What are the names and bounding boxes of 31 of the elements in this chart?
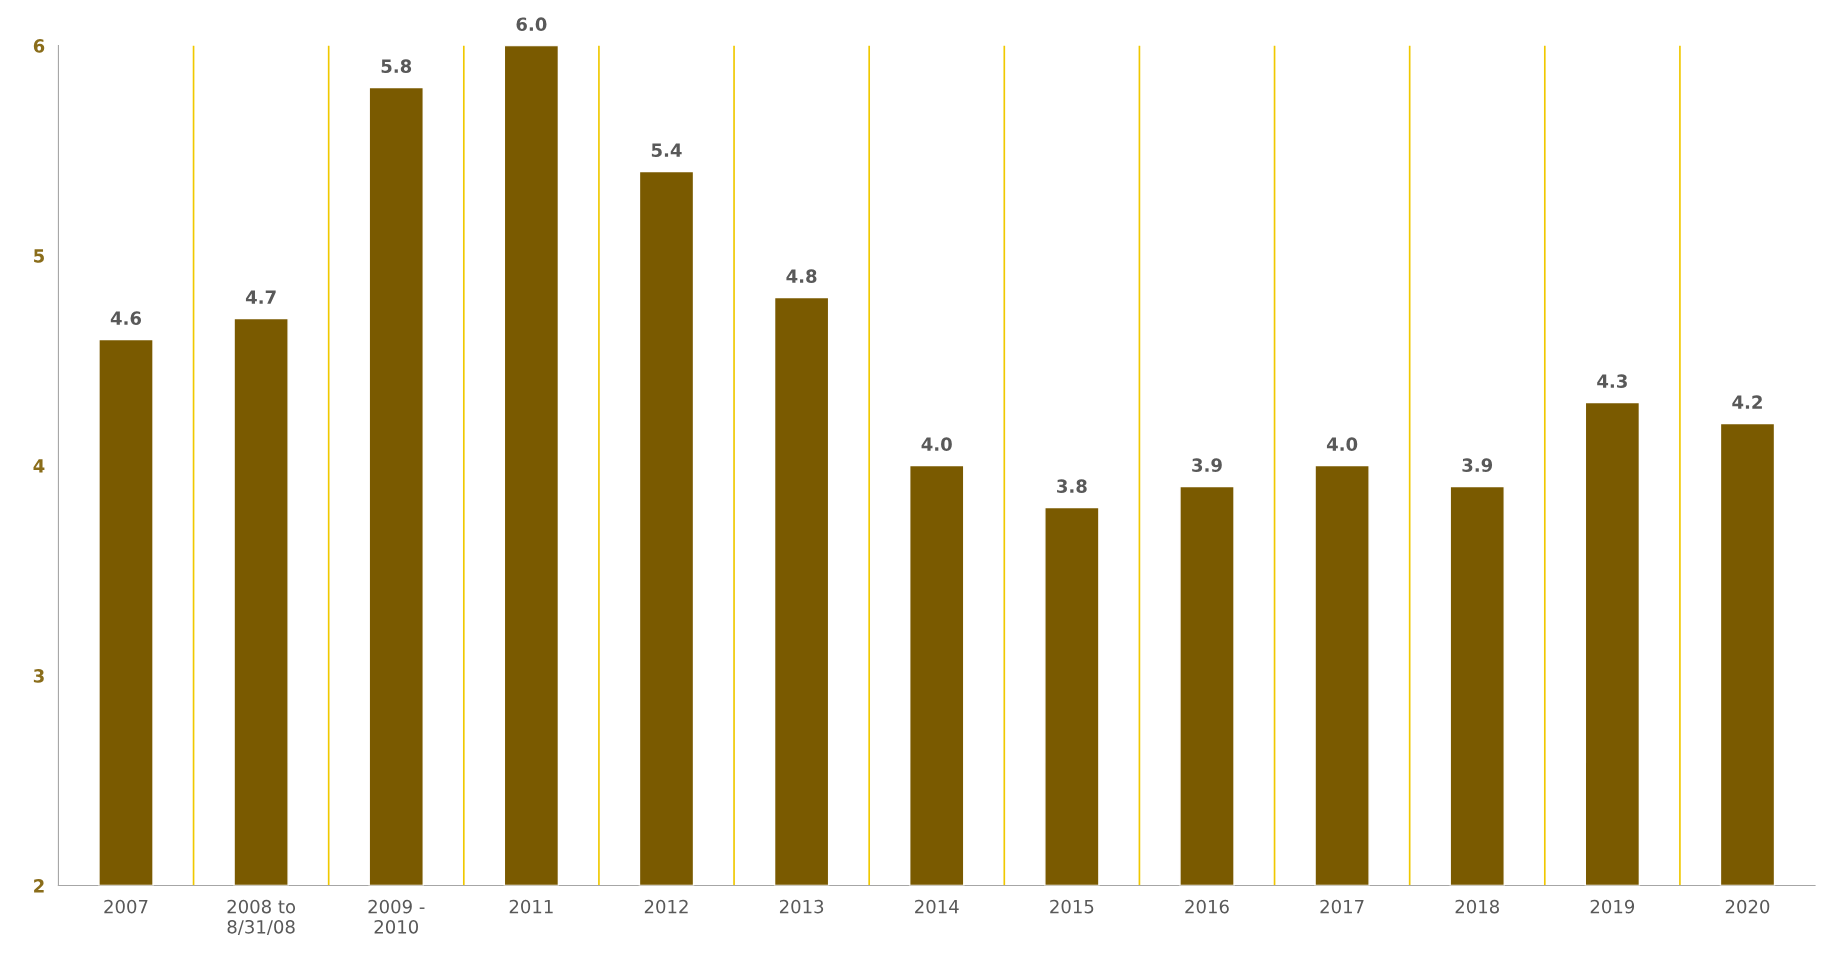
x-tick-label: 2017 xyxy=(1320,899,1364,914)
y-tick-label: 4 xyxy=(33,459,45,473)
x-tick-label: 2018 xyxy=(1455,899,1499,914)
data-label: 4.6 xyxy=(110,311,142,325)
y-tick-label: 6 xyxy=(33,39,45,53)
data-label: 6.0 xyxy=(516,17,547,32)
y-tick-label: 3 xyxy=(33,669,44,683)
x-tick-label: 2016 xyxy=(1185,899,1229,914)
data-label: 4.0 xyxy=(1326,437,1358,451)
data-label: 3.9 xyxy=(1462,458,1493,472)
x-tick-label: 2014 xyxy=(915,899,959,914)
x-tick-label: 2019 xyxy=(1590,899,1635,914)
data-label: 4.2 xyxy=(1732,395,1762,409)
x-tick-label: 2007 xyxy=(104,899,148,914)
x-tick-label: 2020 xyxy=(1725,899,1770,914)
data-label: 4.3 xyxy=(1597,374,1627,388)
data-label: 3.9 xyxy=(1192,458,1222,472)
data-label: 4.0 xyxy=(921,437,952,451)
data-label: 5.8 xyxy=(381,59,412,74)
x-tick-label: 2013 xyxy=(779,899,824,914)
data-label: 4.7 xyxy=(245,290,276,304)
x-tick-label: 2008 to 8/31/08 xyxy=(227,899,296,936)
x-tick-label: 2011 xyxy=(509,899,553,914)
x-tick-label: 2015 xyxy=(1050,899,1094,914)
y-tick-label: 2 xyxy=(34,879,44,893)
x-tick-label: 2012 xyxy=(644,899,688,914)
x-tick-label: 2009 - 2010 xyxy=(368,899,425,934)
data-label: 4.8 xyxy=(786,269,817,283)
data-label: 5.4 xyxy=(651,143,682,158)
y-tick-label: 5 xyxy=(34,249,44,263)
data-label: 3.8 xyxy=(1057,479,1087,493)
